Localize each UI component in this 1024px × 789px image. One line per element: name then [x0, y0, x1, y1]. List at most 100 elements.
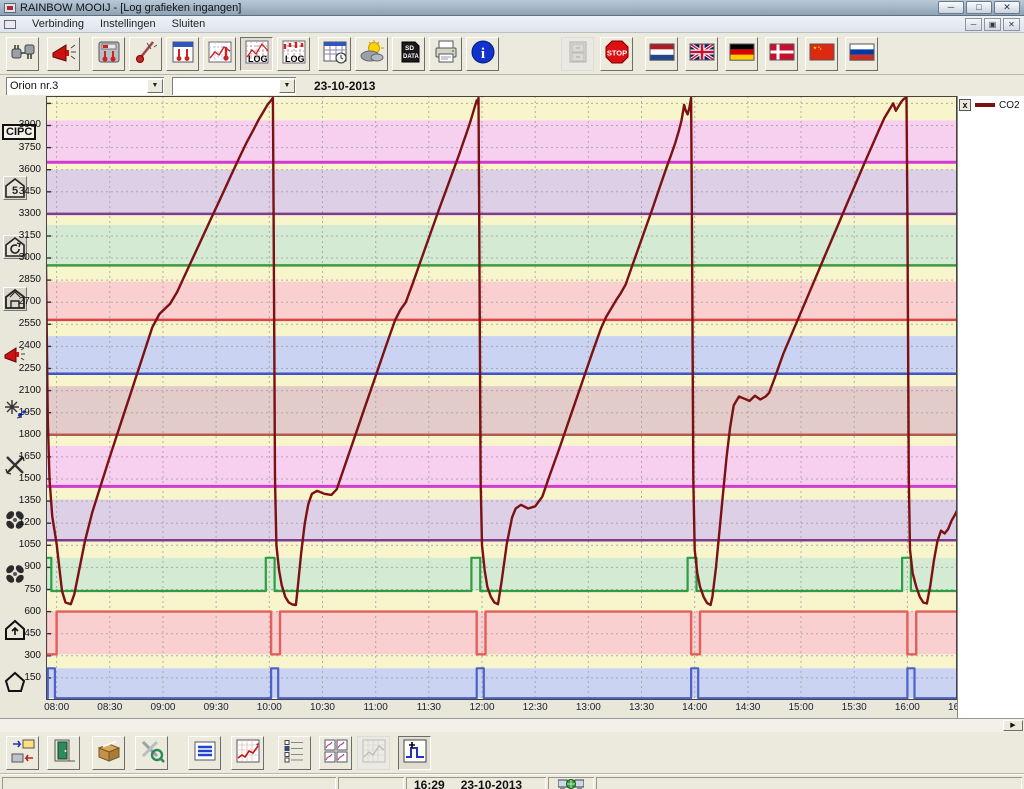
y-tick-label: 2250 [18, 362, 41, 374]
options-button[interactable] [278, 735, 311, 770]
child-restore-button[interactable]: ▣ [984, 17, 1001, 31]
y-tick-label: 1950 [18, 406, 41, 418]
y-tick-label: 2850 [18, 274, 41, 286]
y-tick-label: 3150 [18, 229, 41, 241]
sd-icon: SD DATA [396, 39, 422, 68]
x-tick-label: 13:00 [575, 702, 601, 713]
child-close-button[interactable]: ✕ [1003, 17, 1020, 31]
log-select[interactable]: ▼ [172, 76, 296, 95]
transfer-icon [10, 738, 36, 767]
y-tick-label: 3000 [18, 252, 41, 264]
flag-dk-button[interactable] [765, 36, 798, 71]
exit-button[interactable] [47, 735, 80, 770]
chevron-down-icon[interactable]: ▼ [147, 78, 163, 93]
service-tools-button[interactable] [135, 735, 168, 770]
svg-text:LOG: LOG [248, 54, 268, 64]
cabinet-icon [565, 39, 591, 68]
legend-label: CO2 [999, 99, 1020, 111]
chart-gray-icon [361, 738, 387, 767]
archive-box-button[interactable] [92, 735, 125, 770]
x-tick-label: 09:00 [150, 702, 176, 713]
x-tick-label: 12:00 [469, 702, 495, 713]
controller-button[interactable] [92, 36, 125, 71]
scroll-right-icon[interactable]: ▶ [1003, 720, 1023, 731]
horn-icon [51, 39, 77, 68]
connection-button[interactable] [6, 36, 39, 71]
close-button[interactable]: ✕ [994, 1, 1020, 14]
menu-verbinding[interactable]: Verbinding [32, 18, 84, 30]
menu-instellingen[interactable]: Instellingen [100, 18, 156, 30]
x-tick-label: 10:00 [256, 702, 282, 713]
info-button[interactable]: i [466, 36, 499, 71]
flag-de-icon [729, 39, 755, 68]
y-tick-label: 300 [24, 649, 41, 661]
horizontal-scrollbar[interactable]: ▶ [0, 718, 1024, 732]
channel-icon-column: CIPC 5 [0, 96, 46, 700]
maximize-button[interactable]: □ [966, 1, 992, 14]
archive-button [561, 36, 594, 71]
chevron-down-icon[interactable]: ▼ [279, 78, 295, 93]
house-circulation-icon [3, 235, 27, 259]
temp-panel-button[interactable] [166, 36, 199, 71]
temp-graph-button[interactable] [203, 36, 236, 71]
tools-icon [139, 738, 165, 767]
plugs-icon [10, 39, 36, 68]
chart-button[interactable] [231, 735, 264, 770]
log-date-label: 23-10-2013 [314, 78, 376, 93]
flag-ru-button[interactable] [845, 36, 878, 71]
log-red-button[interactable]: LOG [277, 36, 310, 71]
digital-graph-button[interactable] [398, 735, 431, 770]
svg-text:5: 5 [12, 185, 18, 197]
box-icon [96, 738, 122, 767]
chart-red-icon [235, 738, 261, 767]
stop-button[interactable]: STOP [600, 36, 633, 71]
log-graph-button[interactable]: LOG [240, 36, 273, 71]
svg-text:i: i [480, 46, 484, 62]
step-plus-icon [402, 738, 428, 767]
print-button[interactable] [429, 36, 462, 71]
x-tick-label: 12:30 [522, 702, 548, 713]
legend-close-icon[interactable]: x [959, 99, 971, 111]
svg-text:DATA: DATA [403, 54, 419, 60]
transfer-button[interactable] [6, 735, 39, 770]
list-button[interactable] [188, 735, 221, 770]
sensor-button[interactable] [129, 36, 162, 71]
x-tick-label: 16:00 [894, 702, 920, 713]
flag-nl-button[interactable] [645, 36, 678, 71]
y-tick-label: 1350 [18, 495, 41, 507]
alarm-button[interactable] [47, 36, 80, 71]
house-5-icon: 5 [3, 176, 27, 200]
svg-text:SD: SD [405, 45, 414, 52]
y-tick-label: 1650 [18, 450, 41, 462]
x-tick-label: 14:00 [682, 702, 708, 713]
fan2-icon [3, 562, 27, 586]
x-tick-label: 14:30 [735, 702, 761, 713]
flag-de-button[interactable] [725, 36, 758, 71]
x-tick-label: 15:00 [788, 702, 814, 713]
menu-sluiten[interactable]: Sluiten [171, 18, 206, 30]
y-tick-label: 3600 [18, 163, 41, 175]
y-tick-label: 450 [24, 627, 41, 639]
flag-cn-button[interactable] [805, 36, 838, 71]
thermo-device-icon [96, 39, 122, 68]
list-icon [192, 738, 218, 767]
y-tick-label: 3450 [18, 185, 41, 197]
charts-pair-icon [323, 738, 349, 767]
schedule-button[interactable] [318, 36, 351, 71]
svg-text:STOP: STOP [606, 49, 626, 58]
weather-button[interactable] [355, 36, 388, 71]
status-date: 23-10-2013 [460, 778, 523, 789]
child-minimize-button[interactable]: ─ [965, 17, 982, 31]
y-tick-label: 750 [24, 583, 41, 595]
sd-data-button[interactable]: SD DATA [392, 36, 425, 71]
filter-row: Orion nr.3 ▼ ▼ 23-10-2013 [0, 75, 1024, 96]
thermo-panel-icon [170, 39, 196, 68]
multi-chart-button[interactable] [319, 735, 352, 770]
x-axis-labels: 08:00 08:30 09:00 09:30 10:00 10:30 11:00 11:30… [0, 700, 957, 717]
flag-uk-button[interactable] [685, 36, 718, 71]
minimize-button[interactable]: ─ [938, 1, 964, 14]
status-time: 16:29 [414, 778, 445, 789]
room-select[interactable]: Orion nr.3 ▼ [6, 76, 164, 95]
x-tick-label: 15:30 [841, 702, 867, 713]
